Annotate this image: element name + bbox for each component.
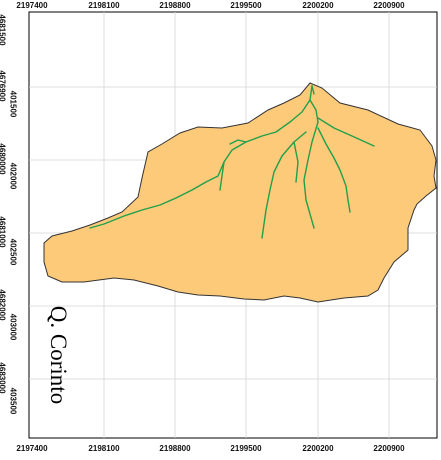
- bottom-tick-label: 2200200: [302, 444, 334, 453]
- top-tick-label: 2198100: [88, 1, 120, 10]
- inner-tick-label: 403500: [8, 387, 18, 415]
- left-tick-label: 4680000: [0, 143, 7, 175]
- left-tick-label: 4682000: [0, 289, 7, 321]
- top-tick-label: 2200900: [373, 1, 405, 10]
- inner-tick-label: 402000: [8, 162, 18, 190]
- stream-small-1: [293, 141, 299, 183]
- stream-network: [89, 85, 375, 239]
- stream-central: [303, 121, 319, 229]
- top-tick-label: 2198800: [159, 1, 191, 10]
- top-tick-label: 2200200: [302, 1, 334, 10]
- inner-tick-label: 402500: [8, 238, 18, 266]
- inner-tick-label: 401500: [8, 90, 18, 118]
- stream-east: [317, 117, 375, 147]
- left-tick-label: 4681500: [0, 14, 7, 46]
- bottom-tick-label: 2198100: [88, 444, 120, 453]
- stream-main-west: [89, 85, 313, 229]
- left-tick-label: 4683000: [0, 362, 7, 394]
- top-tick-label: 2199500: [230, 1, 262, 10]
- stream-head: [311, 85, 315, 95]
- bottom-tick-label: 2197400: [16, 444, 48, 453]
- basin-polygon: [43, 82, 437, 303]
- bottom-tick-label: 2200900: [373, 444, 405, 453]
- left-tick-label: 4676900: [0, 70, 7, 102]
- stream-tributary-west: [219, 161, 225, 191]
- bottom-tick-label: 2199500: [230, 444, 262, 453]
- top-tick-label: 2197400: [16, 1, 48, 10]
- stream-central-east: [317, 127, 351, 213]
- stream-west-upper: [229, 139, 247, 145]
- left-tick-label: 4681000: [0, 216, 7, 248]
- stream-north: [309, 99, 319, 123]
- inner-tick-label: 403000: [8, 313, 18, 341]
- bottom-tick-label: 2198800: [159, 444, 191, 453]
- basin-name-label: Q. Corinto: [46, 305, 71, 405]
